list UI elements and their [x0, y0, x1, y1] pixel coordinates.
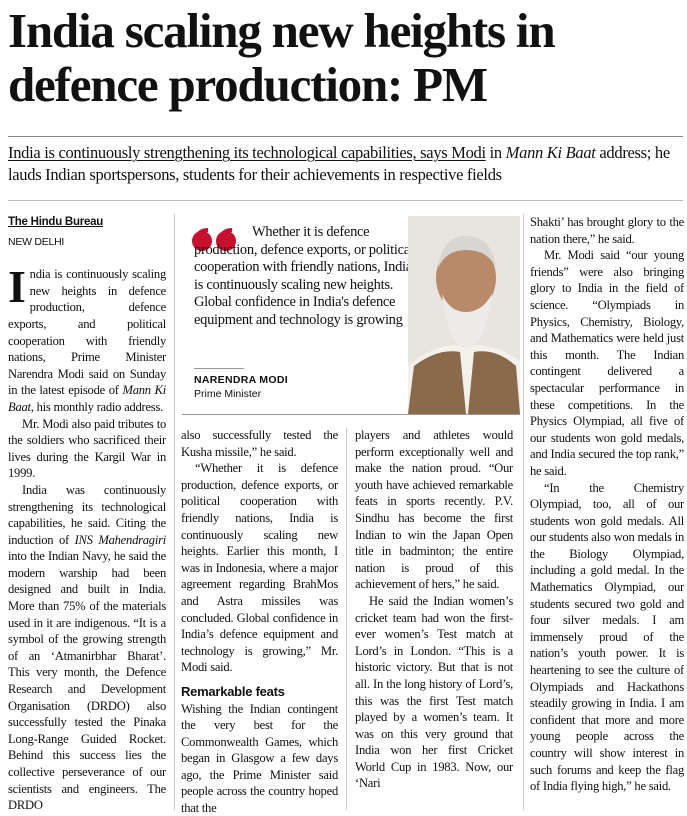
text-run: Mr. Modi said “our young friends” were a… [530, 248, 684, 478]
paragraph: Mr. Modi also paid tributes to the soldi… [8, 416, 166, 482]
text-run: ndia is continuously scaling new heights… [8, 267, 166, 398]
text-run: Mr. Modi also paid tributes to the soldi… [8, 416, 166, 481]
paragraph: Mr. Modi said “our young friends” were a… [530, 247, 684, 479]
quote-role: Prime Minister [194, 388, 262, 400]
text-run: Wishing the Indian contingent the very b… [181, 701, 338, 813]
pull-quote: Whether it is defence production, defenc… [182, 216, 520, 415]
paragraph: players and athletes would perform excep… [355, 427, 513, 593]
dateline: NEW DELHI [8, 235, 65, 248]
text-run: He said the Indian women’s cricket team … [355, 593, 513, 791]
quote-text: Whether it is defence production, defenc… [194, 224, 414, 328]
column: Shakti’ has brought glory to the nation … [530, 214, 684, 812]
text-run: in [485, 143, 506, 162]
paragraph: He said the Indian women’s cricket team … [355, 593, 513, 792]
paragraph: India was continuously strengthening its… [8, 482, 166, 812]
quote-mark [192, 228, 236, 251]
column: players and athletes would perform excep… [355, 427, 513, 812]
text-run: India is continuously strengthening its … [8, 143, 486, 162]
text-run: India was continuously strengthening its… [8, 482, 166, 547]
rule [8, 200, 683, 201]
spacer [8, 250, 166, 266]
text-run: “In the Chemistry Olympiad, too, all of … [530, 480, 684, 794]
paragraph: Shakti’ has brought glory to the nation … [530, 214, 684, 247]
headline: India scaling new heights in defence pro… [8, 3, 556, 112]
text-run: Shakti’ has brought glory to the nation … [530, 215, 684, 246]
paragraph: also successfully tested the Kusha missi… [181, 427, 338, 460]
paragraph: Wishing the Indian contingent the very b… [181, 701, 338, 813]
text-run: also successfully tested the Kusha missi… [181, 428, 338, 459]
text-run: players and athletes would perform excep… [355, 428, 513, 592]
italic-text: INS Mahendragiri [74, 532, 166, 547]
byline: The Hindu Bureau [8, 216, 104, 228]
portrait [408, 216, 520, 414]
drop-cap: I [8, 261, 26, 313]
text-run: into the Indian Navy, he said the modern… [8, 549, 166, 812]
text-run: “Whether it is defence production, defen… [181, 461, 338, 675]
quote-name: NARENDRA MODI [194, 374, 288, 386]
subheading: Remarkable feats [181, 683, 285, 699]
rule [8, 136, 683, 137]
column: also successfully tested the Kusha missi… [181, 427, 338, 812]
column-divider [346, 428, 347, 810]
column-divider [174, 214, 175, 810]
subhead: India is continuously strengthening its … [8, 142, 683, 186]
paragraph: “In the Chemistry Olympiad, too, all of … [530, 480, 684, 795]
text-run: address; he lauds Indian sportspersons, … [8, 143, 670, 184]
italic-text: Mann Ki Baat [8, 383, 166, 414]
italic-text: Mann Ki Baat [505, 143, 596, 162]
rule [194, 368, 244, 369]
column-divider [523, 214, 524, 810]
paragraph: “Whether it is defence production, defen… [181, 460, 338, 676]
text-run: , his monthly radio address. [30, 399, 164, 414]
